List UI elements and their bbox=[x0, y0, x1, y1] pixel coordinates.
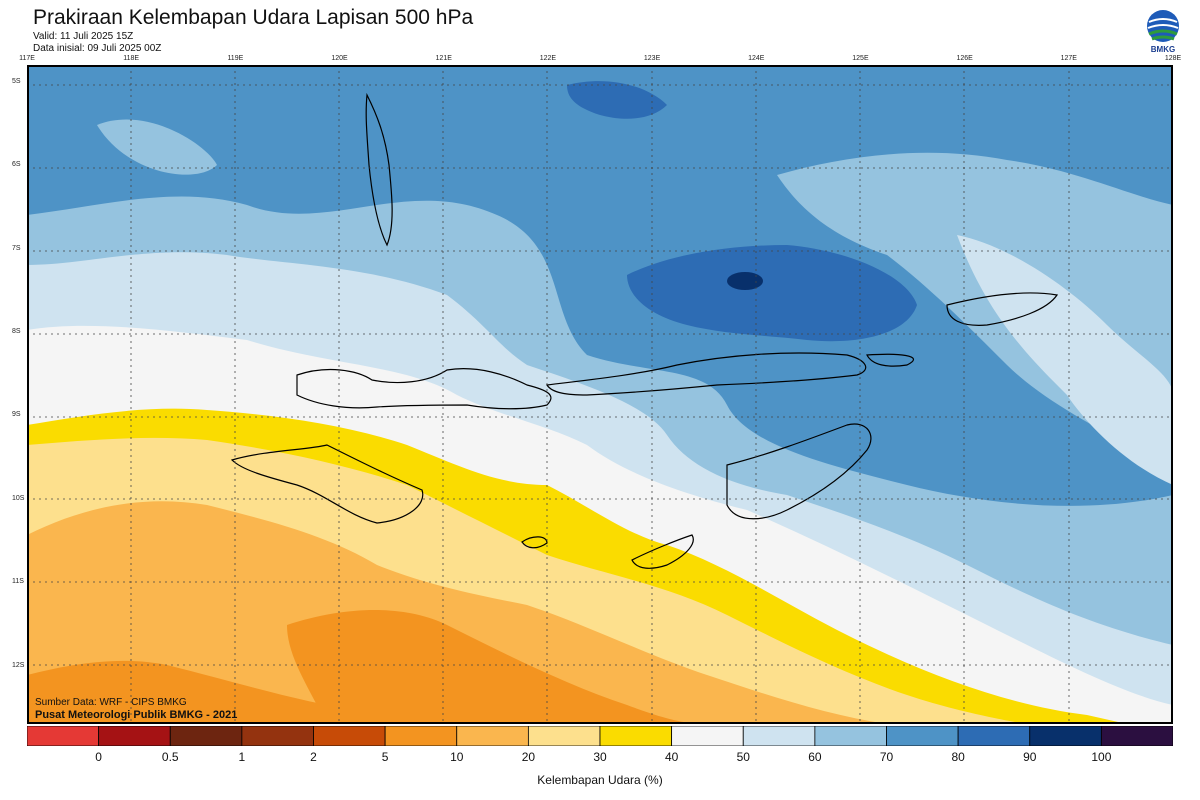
alor-coast bbox=[866, 353, 915, 367]
colorbar-title: Kelembapan Udara (%) bbox=[537, 773, 663, 787]
lat-label-7S: 7S bbox=[12, 244, 21, 252]
colorbar-swatch bbox=[456, 726, 529, 746]
lon-label-128E: 128E bbox=[1164, 55, 1182, 62]
colorbar-swatch bbox=[384, 726, 458, 746]
band-50-60-east bbox=[957, 235, 1173, 485]
lon-label-127E: 127E bbox=[1060, 55, 1077, 62]
colorbar-swatch bbox=[241, 726, 314, 746]
lat-label-9S: 9S bbox=[12, 411, 21, 419]
lon-label-122E: 122E bbox=[539, 55, 557, 62]
grid-lines bbox=[27, 65, 1173, 724]
sawu-coast bbox=[521, 536, 548, 549]
lat-label-5S: 5S bbox=[12, 77, 21, 85]
colorbar-tick-label: 10 bbox=[450, 750, 464, 764]
colorbar-swatch bbox=[1029, 726, 1102, 746]
band-80-90-north bbox=[567, 81, 667, 119]
band-80-90 bbox=[627, 245, 917, 342]
colorbar-tick-label: 0.5 bbox=[161, 750, 179, 764]
colorbar-tick-label: 60 bbox=[808, 750, 822, 764]
map-title: Prakiraan Kelembapan Udara Lapisan 500 h… bbox=[33, 6, 474, 29]
colorbar-swatch bbox=[814, 726, 887, 746]
sulawesi-coast bbox=[365, 92, 393, 247]
bmkg-logo-icon bbox=[1147, 10, 1179, 42]
coastlines bbox=[230, 92, 1059, 569]
flores-coast bbox=[545, 352, 867, 396]
colorbar-tick-label: 80 bbox=[951, 750, 965, 764]
lat-label-11S: 11S bbox=[12, 578, 24, 586]
lat-label-10S: 10S bbox=[12, 494, 25, 502]
humidity-map bbox=[27, 65, 1173, 724]
wetar-coast bbox=[946, 292, 1059, 326]
source-credit: Sumber Data: WRF - CIPS BMKG bbox=[35, 697, 187, 708]
band-60-70-north bbox=[97, 119, 217, 175]
colorbar-swatch bbox=[98, 726, 171, 746]
valid-time: Valid: 11 Juli 2025 15Z bbox=[33, 31, 134, 42]
lon-label-121E: 121E bbox=[435, 55, 452, 62]
colorbar-tick-label: 30 bbox=[593, 750, 607, 764]
lon-label-125E: 125E bbox=[852, 55, 869, 62]
colorbar-tick-label: 1 bbox=[238, 750, 246, 764]
lombok-sumbawa-coast bbox=[296, 368, 552, 410]
colorbar-tick-label: 50 bbox=[736, 750, 750, 764]
timor-coast bbox=[726, 423, 872, 520]
lon-label-126E: 126E bbox=[956, 55, 973, 62]
colorbar-tick-label: 0 bbox=[95, 750, 102, 764]
colorbar-tick-label: 20 bbox=[521, 750, 536, 764]
colorbar-swatch bbox=[742, 726, 816, 746]
colorbar-swatch bbox=[957, 726, 1031, 746]
colorbar-tick-label: 5 bbox=[381, 750, 389, 764]
colorbar-tick-label: 40 bbox=[664, 750, 679, 764]
logo-text: BMKG bbox=[1150, 45, 1176, 54]
lon-label-119E: 119E bbox=[227, 55, 244, 62]
band-10-20 bbox=[27, 501, 887, 724]
colorbar-swatch bbox=[169, 726, 243, 746]
lon-label-123E: 123E bbox=[643, 55, 661, 62]
lat-label-12S: 12S bbox=[12, 661, 25, 669]
lon-label-124E: 124E bbox=[748, 55, 765, 62]
lat-label-8S: 8S bbox=[12, 327, 21, 335]
colorbar-swatch bbox=[27, 726, 100, 746]
colorbar-swatch bbox=[671, 726, 744, 746]
colorbar bbox=[27, 726, 1173, 746]
lon-label-120E: 120E bbox=[331, 55, 348, 62]
colorbar-swatch bbox=[527, 726, 601, 746]
map-frame bbox=[27, 65, 1173, 724]
colorbar-tick-label: 70 bbox=[879, 750, 894, 764]
band-5-10-center bbox=[287, 610, 707, 724]
colorbar-swatch bbox=[599, 726, 673, 746]
colorbar-tick-label: 2 bbox=[310, 750, 317, 764]
sumba-coast bbox=[230, 444, 424, 524]
band-90-100 bbox=[727, 272, 763, 290]
colorbar-swatch bbox=[1100, 726, 1173, 746]
lon-label-117E: 117E bbox=[19, 55, 35, 62]
colorbar-tick-label: 90 bbox=[1023, 750, 1037, 764]
colorbar-swatch bbox=[886, 726, 959, 746]
init-time: Data inisial: 09 Juli 2025 00Z bbox=[33, 43, 162, 54]
colorbar-tick-label: 100 bbox=[1091, 750, 1112, 764]
rote-coast bbox=[631, 534, 694, 569]
colorbar-swatch bbox=[313, 726, 386, 746]
org-credit: Pusat Meteorologi Publik BMKG - 2021 bbox=[35, 709, 238, 721]
lat-label-6S: 6S bbox=[12, 161, 21, 169]
lon-label-118E: 118E bbox=[123, 55, 140, 62]
